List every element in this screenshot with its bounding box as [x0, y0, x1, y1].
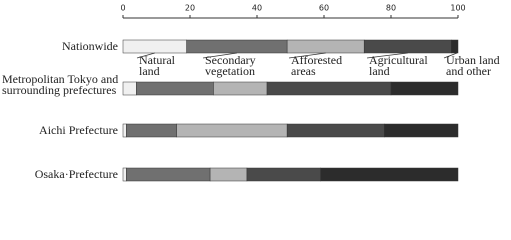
bar-segment — [390, 81, 459, 96]
category-label: Aichi Prefecture — [39, 123, 118, 137]
x-tick-label: 0 — [120, 4, 125, 13]
leader-line — [136, 52, 155, 59]
bar-segment — [213, 81, 268, 96]
bar-segment — [320, 167, 459, 182]
bar-segment — [209, 167, 248, 182]
legend-label: Secondary vegetation — [205, 53, 256, 78]
legend-label: Afforested areas — [291, 53, 343, 78]
category-label: Osaka·Prefecture — [34, 167, 118, 181]
leader-line — [202, 52, 237, 59]
x-tick-label: 60 — [319, 4, 329, 13]
legend-label: Natural land — [139, 53, 175, 78]
bar-segment — [122, 123, 127, 138]
x-tick-label: 80 — [386, 4, 396, 13]
leader-line — [443, 52, 458, 59]
bar-segment — [136, 81, 214, 96]
x-tick-label: 20 — [185, 4, 195, 13]
x-tick-label: 40 — [252, 4, 262, 13]
legend-label: Urban land and other — [446, 53, 500, 78]
x-tick-label: 100 — [450, 4, 465, 13]
bar-segment — [126, 123, 177, 138]
chart-svg: 0 20 40 60 80 100 — [120, 4, 466, 182]
bar-segment — [286, 123, 385, 138]
bar-segment — [246, 167, 321, 182]
bar-segment — [122, 81, 137, 96]
bar-segment — [266, 81, 392, 96]
bar-segment — [286, 39, 365, 54]
leader-line — [366, 52, 408, 59]
bar-segment — [363, 39, 452, 54]
bar-segment — [176, 123, 288, 138]
chart: 0 20 40 60 80 100 Nationwide Metropolitan Toky… — [2, 4, 500, 182]
bar-segment — [126, 167, 211, 182]
category-label: Metropolitan Tokyo and surrounding prefe… — [2, 72, 119, 97]
category-label: Nationwide — [62, 39, 118, 53]
bar-segment — [186, 39, 288, 54]
bar-segment — [451, 39, 459, 54]
bar-segment — [122, 39, 187, 54]
leader-line — [288, 52, 326, 59]
bar-segment — [122, 167, 127, 182]
legend-label: Agricultural land — [369, 53, 428, 78]
bar-segment — [384, 123, 459, 138]
